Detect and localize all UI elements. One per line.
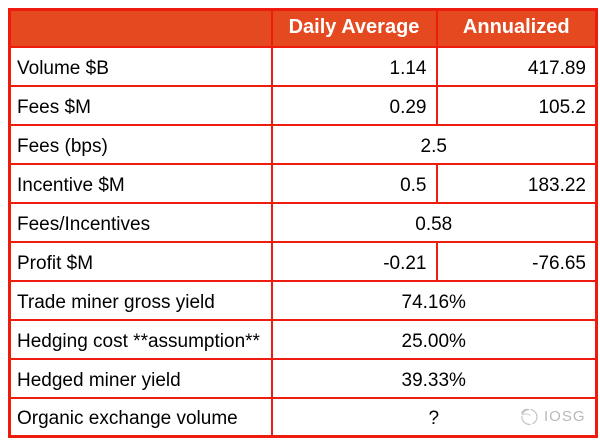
row-label: Fees (bps) [8, 123, 273, 165]
daily-average-cell: -0.21 [270, 240, 438, 282]
row-label: Fees $M [8, 84, 273, 126]
table-row-fees-incentives: Fees/Incentives 0.58 [8, 201, 598, 243]
daily-average-cell: 0.5 [270, 162, 438, 204]
row-label: Organic exchange volume [8, 396, 273, 438]
table-row-fees: Fees $M 0.29 105.2 [8, 84, 598, 126]
row-label: Hedged miner yield [8, 357, 273, 399]
table-row-organic-exchange-volume: Organic exchange volume ? [8, 396, 598, 438]
table-row-incentive: Incentive $M 0.5 183.22 [8, 162, 598, 204]
header-empty-cell [8, 8, 273, 48]
annualized-cell: 105.2 [435, 84, 598, 126]
iosg-watermark-text: IOSG [544, 407, 586, 425]
annualized-cell: 417.89 [435, 45, 598, 87]
merged-value-cell: 25.00% [270, 318, 598, 360]
row-label: Volume $B [8, 45, 273, 87]
daily-average-cell: 1.14 [270, 45, 438, 87]
row-label: Hedging cost **assumption** [8, 318, 273, 360]
table-row-hedged-miner-yield: Hedged miner yield 39.33% [8, 357, 598, 399]
table-row-fees-bps: Fees (bps) 2.5 [8, 123, 598, 165]
merged-value-cell: 0.58 [270, 201, 598, 243]
iosg-watermark: IOSG [518, 405, 586, 427]
row-label: Profit $M [8, 240, 273, 282]
merged-value-cell: ? [270, 396, 598, 438]
header-row: Daily Average Annualized [8, 8, 598, 48]
merged-value-cell: 74.16% [270, 279, 598, 321]
row-label: Fees/Incentives [8, 201, 273, 243]
metrics-table: Daily Average Annualized Volume $B 1.14 … [8, 8, 598, 438]
annualized-cell: 183.22 [435, 162, 598, 204]
row-label: Incentive $M [8, 162, 273, 204]
header-annualized: Annualized [435, 8, 598, 48]
row-label: Trade miner gross yield [8, 279, 273, 321]
merged-value-cell: 39.33% [270, 357, 598, 399]
header-daily-average: Daily Average [270, 8, 438, 48]
annualized-cell: -76.65 [435, 240, 598, 282]
table-row-profit: Profit $M -0.21 -76.65 [8, 240, 598, 282]
table-row-trade-miner-gross-yield: Trade miner gross yield 74.16% [8, 279, 598, 321]
table-row-volume: Volume $B 1.14 417.89 [8, 45, 598, 87]
table-row-hedging-cost: Hedging cost **assumption** 25.00% [8, 318, 598, 360]
daily-average-cell: 0.29 [270, 84, 438, 126]
iosg-globe-icon [518, 405, 540, 427]
merged-value-cell: 2.5 [270, 123, 598, 165]
